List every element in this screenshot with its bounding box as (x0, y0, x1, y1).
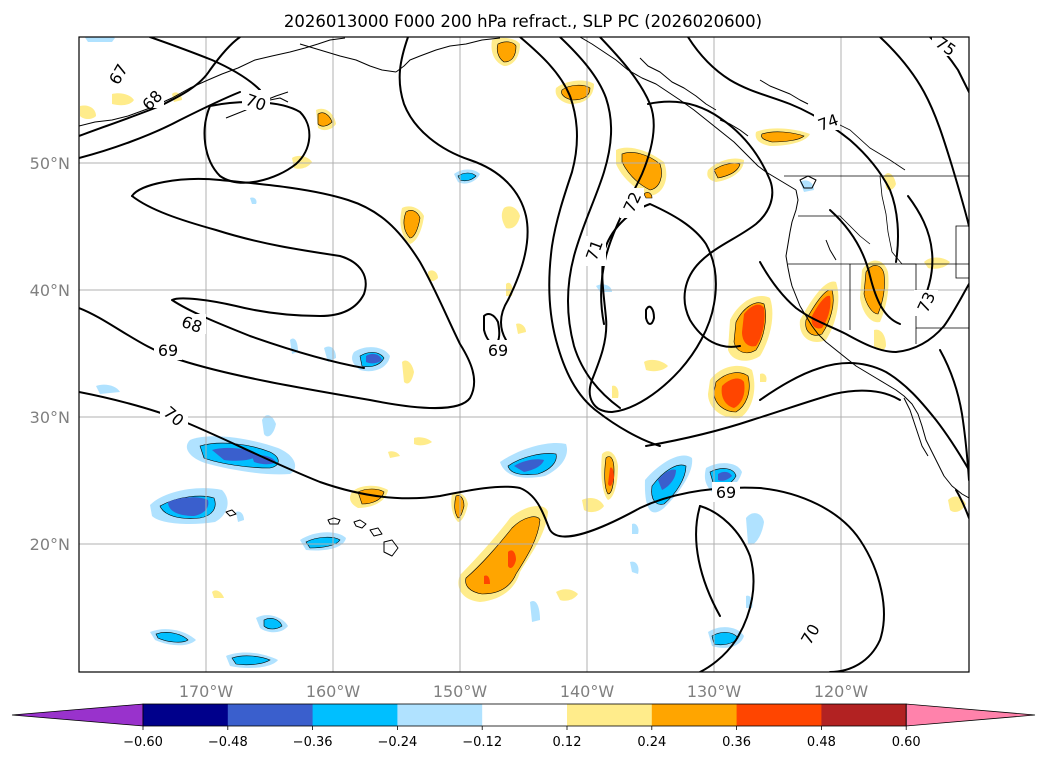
lat-label: 50°N (30, 154, 70, 173)
lat-label: 20°N (30, 535, 70, 554)
lon-label: 160°W (306, 682, 361, 701)
colorbar-extend-low (11, 703, 144, 727)
colorbar-tick-label: −0.36 (293, 735, 333, 750)
colorbar-tick-label: 0.12 (553, 735, 582, 750)
colorbar-segment (482, 704, 568, 726)
lat-label: 40°N (30, 281, 70, 300)
contour-label: 69 (158, 341, 178, 360)
colorbar-tick-label: −0.60 (123, 735, 163, 750)
colorbar-segment (821, 704, 907, 726)
lon-label: 170°W (179, 682, 234, 701)
colorbar-tick-label: −0.48 (208, 735, 248, 750)
lon-label: 130°W (687, 682, 742, 701)
colorbar-segment (143, 704, 229, 726)
contour-label: 69 (488, 341, 508, 360)
lon-label: 120°W (814, 682, 869, 701)
colorbar-tick-label: 0.48 (807, 735, 836, 750)
colorbar-segment (651, 704, 738, 726)
lon-label: 150°W (433, 682, 488, 701)
lon-label: 140°W (560, 682, 615, 701)
colorbar: −0.60 −0.48 −0.36 −0.24 −0.12 0.12 0.24 0.36 0.4… (11, 703, 1036, 750)
map-frame (78, 36, 970, 673)
colorbar-frame (142, 703, 907, 727)
colorbar-tick-label: 0.24 (637, 735, 666, 750)
colorbar-tick-label: 0.36 (722, 735, 751, 750)
longitude-axis: 170°W 160°W 150°W 140°W 130°W 120°W (179, 682, 869, 701)
lat-label: 30°N (30, 408, 70, 427)
map-area: 67 68 70 74 75 72 71 73 68 69 69 70 69 (79, 37, 969, 672)
latitude-axis: 50°N 40°N 30°N 20°N (30, 154, 70, 554)
colorbar-tick-label: −0.12 (462, 735, 502, 750)
colorbar-tick-label: −0.24 (377, 735, 417, 750)
slp-contours (79, 37, 969, 672)
colorbar-extend-high (905, 703, 1036, 727)
colorbar-segment (227, 704, 314, 726)
colorbar-segment (312, 704, 398, 726)
coastlines (79, 37, 969, 557)
colorbar-segment (397, 704, 483, 726)
map-title: 2026013000 F000 200 hPa refract., SLP PC… (284, 12, 762, 31)
colorbar-segment (736, 704, 822, 726)
colorbar-segment (567, 704, 653, 726)
contour-label: 69 (716, 483, 736, 502)
colorbar-tick-label: 0.60 (892, 735, 921, 750)
